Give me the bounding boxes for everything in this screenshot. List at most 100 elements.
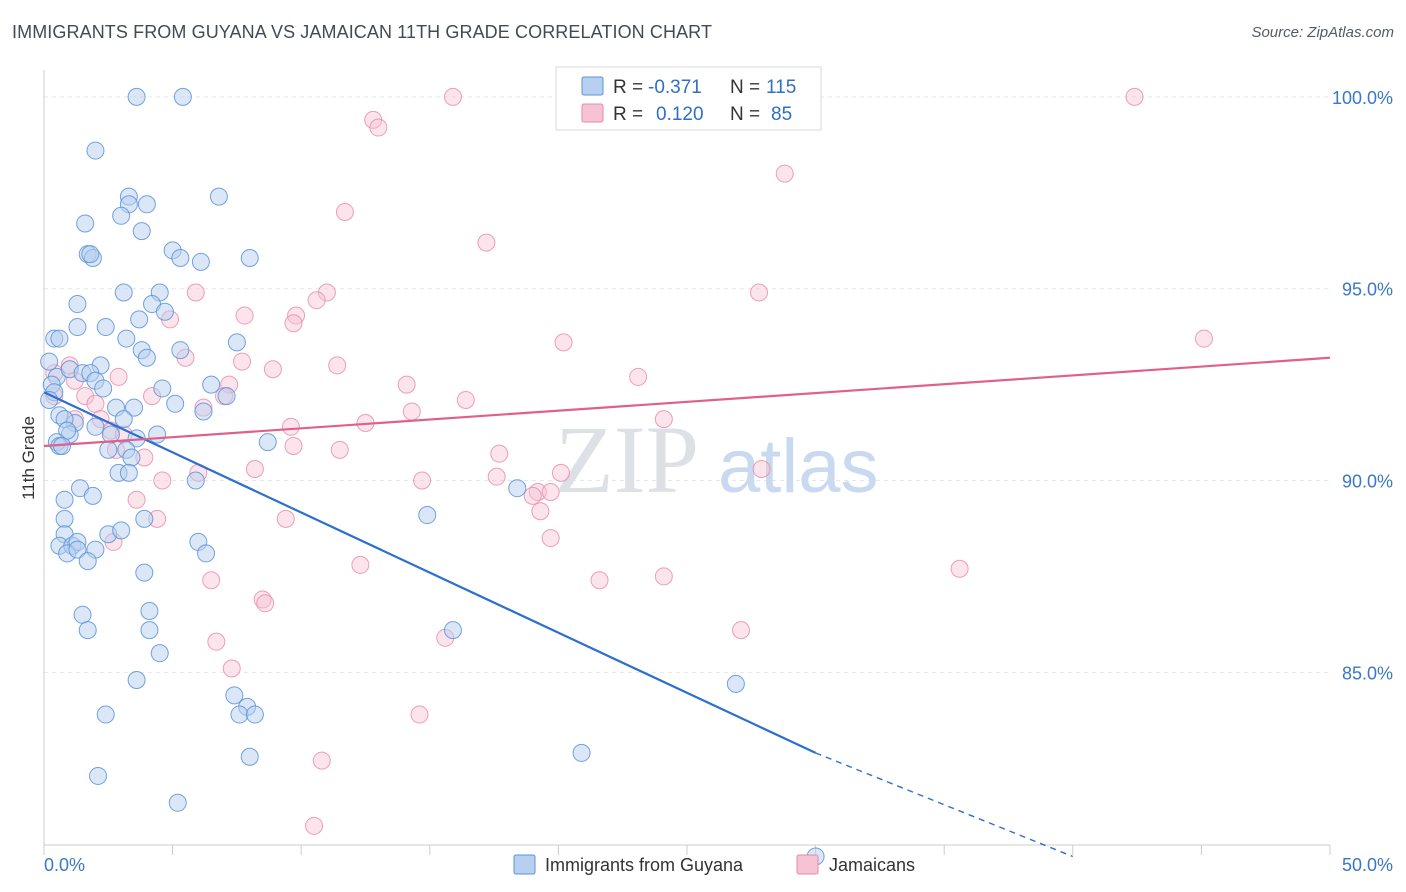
guyana-point <box>197 544 216 563</box>
jamaicans-point <box>235 306 254 325</box>
guyana-point <box>114 410 133 429</box>
series-label-jamaicans: Jamaicans <box>829 855 915 875</box>
x-tick-labels: 0.0% 50.0% <box>44 855 1393 875</box>
guyana-point <box>171 248 190 267</box>
guyana-point <box>55 490 74 509</box>
legend-n-label-guyana: N = <box>730 77 760 98</box>
guyana-point <box>127 671 146 690</box>
jamaicans-point <box>477 233 496 252</box>
legend-n-value-guyana: 115 <box>766 77 796 98</box>
guyana-point <box>96 318 115 337</box>
jamaicans-point <box>732 621 751 640</box>
jamaicans-point <box>654 410 673 429</box>
jamaicans-point <box>335 202 354 221</box>
jamaicans-trend-line <box>43 356 1331 448</box>
legend-n-label-jamaicans: N = <box>730 104 760 125</box>
guyana-point <box>227 333 246 352</box>
guyana-point <box>130 310 149 329</box>
guyana-point <box>140 621 159 640</box>
guyana-point <box>150 644 169 663</box>
legend-n-value-jamaicans: 85 <box>771 104 792 125</box>
guyana-point <box>194 402 213 421</box>
guyana-point <box>171 341 190 360</box>
guyana-point <box>112 206 131 225</box>
jamaicans-point <box>256 594 275 613</box>
jamaicans-point <box>1125 87 1144 106</box>
jamaicans-point <box>127 490 146 509</box>
guyana-point <box>168 793 187 812</box>
guyana-point <box>122 448 141 467</box>
jamaicans-point <box>328 356 347 375</box>
jamaicans-point <box>153 471 172 490</box>
jamaicans-point <box>369 118 388 137</box>
jamaicans-point <box>305 816 324 835</box>
stats-legend: R = -0.371 N = 115 R = 0.120 N = 85 <box>555 66 822 131</box>
jamaicans-point <box>1194 329 1213 348</box>
guyana-point <box>140 601 159 620</box>
guyana-point <box>135 563 154 582</box>
guyana-point <box>112 521 131 540</box>
jamaicans-point <box>233 352 252 371</box>
jamaicans-point <box>397 375 416 394</box>
y-tick-label: 90.0% <box>1342 472 1393 492</box>
jamaicans-point <box>443 87 462 106</box>
source-label: Source: ZipAtlas.com <box>1251 24 1394 41</box>
guyana-point <box>166 394 185 413</box>
series-label-guyana: Immigrants from Guyana <box>545 855 744 875</box>
guyana-point <box>78 552 97 571</box>
jamaicans-point <box>750 283 769 302</box>
guyana-point <box>55 509 74 528</box>
jamaicans-point <box>222 659 241 678</box>
guyana-trend-line <box>43 391 817 754</box>
trend-lines <box>43 356 1331 858</box>
series-swatch-guyana <box>513 854 536 875</box>
y-tick-label: 100.0% <box>1332 88 1393 108</box>
guyana-point <box>443 621 462 640</box>
guyana-point <box>40 352 59 371</box>
guyana-point <box>114 283 133 302</box>
jamaicans-point <box>276 509 295 528</box>
guyana-point <box>572 743 591 762</box>
jamaicans-point <box>76 387 95 406</box>
guyana-point <box>117 329 136 348</box>
jamaicans-point <box>207 632 226 651</box>
legend-r-label-guyana: R = <box>613 77 643 98</box>
guyana-point <box>73 605 92 624</box>
guyana-point <box>209 187 228 206</box>
jamaicans-point <box>281 417 300 436</box>
guyana-point <box>86 141 105 160</box>
guyana-points <box>40 87 825 866</box>
guyana-point <box>127 87 146 106</box>
guyana-point <box>68 295 87 314</box>
zipatlas-watermark: ZIP atlas <box>555 406 879 513</box>
guyana-point <box>245 705 264 724</box>
guyana-point <box>137 195 156 214</box>
jamaicans-point <box>541 483 560 502</box>
jamaicans-point <box>654 567 673 586</box>
jamaicans-point <box>775 164 794 183</box>
jamaicans-point <box>284 436 303 455</box>
guyana-point <box>50 329 69 348</box>
jamaicans-point <box>402 402 421 421</box>
jamaicans-point <box>629 367 648 386</box>
guyana-point <box>726 674 745 693</box>
guyana-point <box>86 417 105 436</box>
legend-r-value-guyana: -0.371 <box>648 77 702 98</box>
guyana-point <box>153 379 172 398</box>
jamaicans-point <box>307 291 326 310</box>
jamaicans-point <box>487 467 506 486</box>
jamaicans-point <box>284 314 303 333</box>
guyana-point <box>191 252 210 271</box>
series-swatch-jamaicans <box>796 854 819 875</box>
guyana-point <box>418 506 437 525</box>
y-tick-label: 85.0% <box>1342 663 1393 683</box>
guyana-point <box>137 348 156 367</box>
watermark-zip: ZIP <box>555 406 699 513</box>
guyana-trend-extension <box>815 752 1074 858</box>
guyana-point <box>258 433 277 452</box>
jamaicans-point <box>413 471 432 490</box>
jamaicans-point <box>202 571 221 590</box>
y-tick-label: 95.0% <box>1342 280 1393 300</box>
jamaicans-point <box>330 440 349 459</box>
